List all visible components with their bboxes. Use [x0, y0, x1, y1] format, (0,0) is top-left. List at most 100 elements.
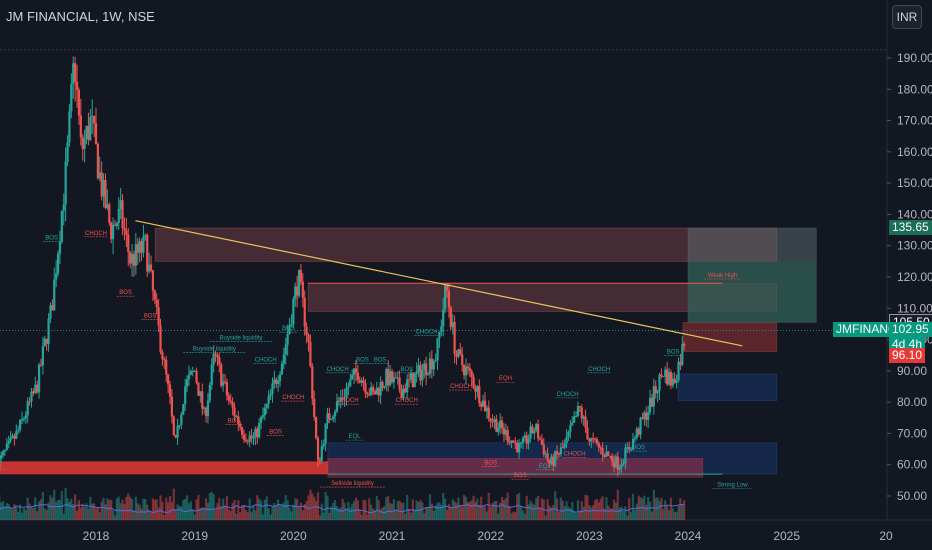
candle-body: [605, 451, 608, 458]
candle-body: [647, 412, 650, 420]
time-axis[interactable]: 2018 2019 2020 2021 2022 2023 2024 2025 20: [83, 529, 893, 543]
currency-button[interactable]: INR: [892, 5, 922, 29]
volume-bar: [159, 495, 162, 520]
candle-body: [155, 299, 158, 308]
candle-body: [269, 393, 272, 397]
candle-body: [56, 253, 60, 274]
candle-body: [220, 364, 223, 386]
volume-bar: [263, 499, 266, 520]
candle-body: [631, 438, 635, 450]
candle-body: [609, 455, 612, 457]
candle-body: [396, 377, 399, 379]
candle-body: [483, 400, 487, 412]
volume-bar: [197, 494, 200, 520]
candle-body: [191, 371, 194, 373]
candle-body: [119, 200, 122, 209]
volume-bar: [364, 500, 367, 520]
candle-body: [315, 417, 318, 439]
volume-bar: [258, 498, 261, 520]
annotation-label: BOS: [228, 418, 241, 424]
volume-bar: [320, 503, 323, 520]
candle-body: [387, 369, 390, 386]
price-axis[interactable]: 190.00 180.00 170.00 160.00 150.00 140.00 130.…: [887, 51, 932, 503]
candle-body: [648, 397, 652, 413]
candle-body: [557, 453, 561, 455]
volume-bar: [595, 499, 599, 520]
volume-bar: [504, 498, 507, 520]
candle-body: [189, 371, 192, 375]
volume-bar: [335, 506, 339, 520]
candle-body: [360, 380, 363, 383]
volume-bar: [111, 510, 115, 520]
candle-body: [307, 334, 310, 342]
candle-body: [569, 425, 572, 432]
candle-body: [349, 379, 352, 387]
volume-bar: [451, 499, 454, 520]
candle-body: [94, 123, 98, 145]
candle-body: [611, 456, 614, 462]
candle-body: [102, 179, 105, 197]
candle-body: [512, 440, 515, 443]
candle-body: [227, 395, 230, 401]
volume-bar: [559, 497, 562, 520]
volume-bar: [297, 507, 301, 520]
candle-body: [514, 442, 517, 444]
volume-bar: [37, 501, 41, 520]
volume-bar: [305, 500, 308, 520]
volume-bar: [645, 504, 648, 520]
volume-bar: [102, 497, 105, 520]
volume-bar: [472, 495, 475, 520]
candle-body: [28, 401, 31, 403]
candle-body: [144, 234, 147, 237]
candle-body: [614, 456, 617, 468]
price-tick-label: 140.00: [897, 207, 932, 221]
candle-body: [222, 381, 225, 386]
volume-bar: [203, 507, 206, 520]
candle-body: [168, 384, 172, 397]
price-tick-label: 80.00: [897, 395, 927, 409]
volume-bar: [349, 507, 352, 520]
volume-bar: [94, 508, 98, 520]
candle-body: [576, 406, 580, 417]
time-tick-label: 2025: [773, 529, 800, 543]
volume-bar: [538, 508, 542, 520]
candle-body: [561, 447, 564, 449]
volume-bar: [339, 507, 342, 520]
volume-bar: [438, 502, 441, 520]
candle-body: [660, 374, 663, 377]
volume-bar: [445, 509, 449, 520]
candle-body: [626, 447, 629, 449]
volume-bar: [271, 505, 274, 520]
volume-bar: [554, 491, 557, 520]
candle-body: [117, 208, 120, 224]
candle-body: [185, 379, 189, 387]
candle-body: [445, 284, 449, 291]
volume-bar: [313, 496, 316, 520]
candle-body: [434, 360, 437, 362]
candle-body: [241, 427, 244, 435]
candle-body: [326, 413, 329, 424]
candle-body: [3, 449, 7, 452]
volume-bar: [666, 506, 669, 520]
volume-bar: [280, 505, 284, 520]
candle-body: [491, 421, 494, 423]
candle-body: [478, 385, 481, 404]
candle-body: [404, 388, 407, 393]
volume-bar: [110, 499, 113, 520]
candle-body: [430, 358, 433, 370]
candle-body: [163, 359, 166, 361]
candle-body: [601, 447, 604, 456]
candle-body: [368, 394, 371, 396]
volume-bar: [301, 510, 304, 520]
volume-bar: [13, 504, 16, 520]
volume-bar: [434, 505, 437, 520]
volume-bar: [316, 492, 320, 520]
annotation-label: CHOCH: [255, 357, 277, 363]
volume-bar: [618, 507, 621, 520]
candle-body: [417, 365, 420, 372]
annotation-label: CHOCH: [450, 384, 472, 390]
candle-body: [134, 244, 137, 266]
candle-body: [447, 290, 451, 308]
candle-body: [675, 380, 678, 383]
